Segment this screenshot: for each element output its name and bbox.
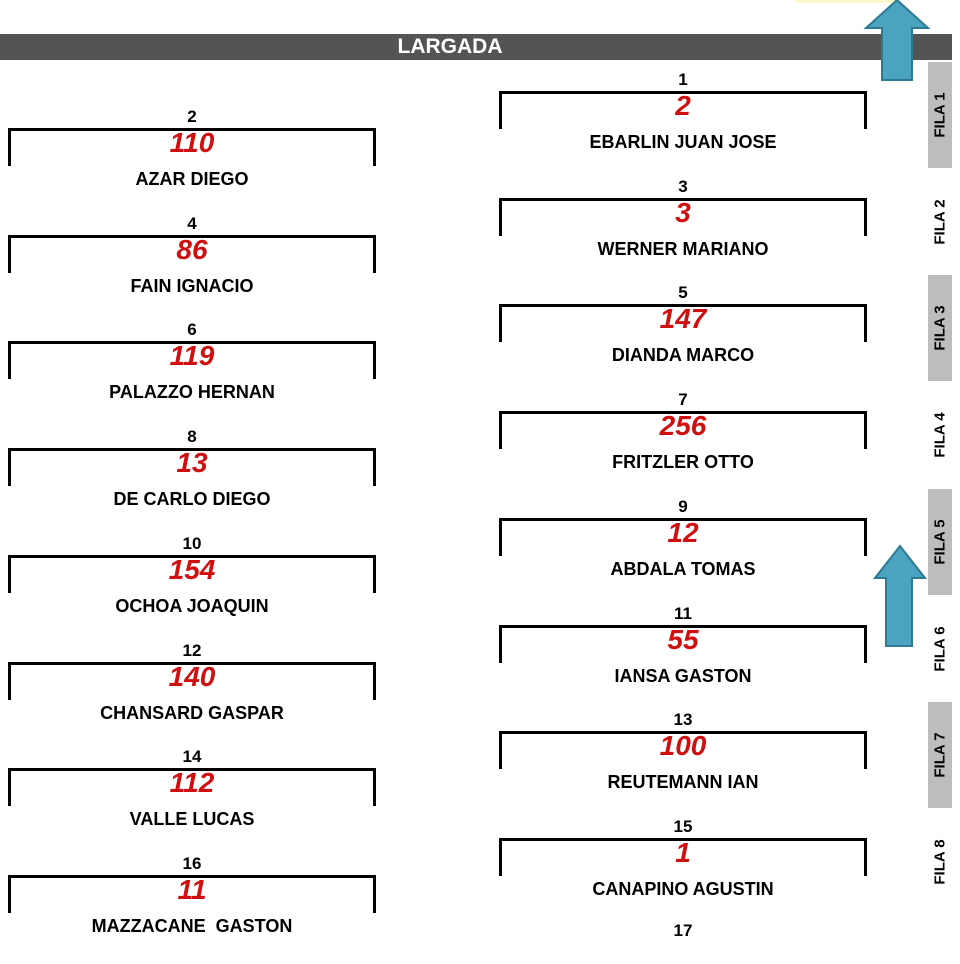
driver-name: IANSA GASTON: [614, 665, 752, 686]
grid-box: [8, 234, 376, 273]
row-label: FILA 4: [928, 382, 952, 488]
car-number: 112: [169, 767, 215, 799]
driver-name: MAZZACANE GASTON: [91, 915, 293, 936]
driver-name: WERNER MARIANO: [597, 238, 769, 259]
grid-box: [8, 768, 376, 807]
car-number: 147: [659, 303, 707, 335]
grid-box: [499, 304, 867, 343]
grid-position: 5: [678, 283, 688, 303]
start-header-bar: LARGADA: [0, 34, 952, 60]
row-label: FILA 5: [928, 488, 952, 595]
grid-position: 7: [678, 390, 688, 410]
start-title: LARGADA: [397, 35, 503, 58]
grid-position: 14: [182, 747, 202, 767]
grid-position: 11: [674, 603, 692, 623]
up-arrow-icon: [872, 544, 928, 647]
grid-box: [499, 837, 867, 876]
row-label: FILA 6: [928, 596, 952, 702]
grid-position: 13: [673, 710, 693, 730]
grid-position: 12: [182, 640, 202, 660]
grid-box: [499, 91, 867, 129]
car-number: 12: [667, 516, 699, 548]
grid-position: 4: [187, 213, 197, 233]
row-label-text: FILA 6: [931, 625, 949, 672]
grid-position: 8: [187, 427, 197, 447]
grid-box: [499, 624, 867, 663]
row-label-text: FILA 4: [931, 412, 949, 458]
driver-name: CANAPINO AGUSTIN: [592, 878, 774, 899]
car-number: 256: [659, 410, 707, 442]
car-number: 154: [168, 553, 216, 585]
car-number: 100: [659, 730, 707, 762]
driver-name: PALAZZO HERNAN: [109, 382, 275, 403]
row-label: FILA 3: [928, 275, 952, 382]
grid-box: [499, 411, 867, 450]
row-label-text: FILA 7: [931, 732, 949, 778]
row-label: FILA 2: [928, 169, 952, 275]
next-position: 17: [673, 921, 693, 940]
car-number: 86: [176, 233, 208, 265]
grid-box: [8, 554, 376, 593]
driver-name: VALLE LUCAS: [129, 809, 255, 830]
up-arrow-icon: [863, 0, 931, 81]
grid-position: 9: [678, 496, 688, 516]
car-number: 119: [169, 340, 215, 372]
grid-box: [499, 731, 867, 770]
driver-name: FRITZLER OTTO: [612, 452, 754, 473]
car-number: 2: [675, 90, 691, 121]
grid-position: 3: [678, 176, 688, 196]
grid-position: 10: [182, 533, 202, 553]
grid-box: [8, 448, 376, 487]
grid-box: [499, 517, 867, 556]
grid-position: 1: [678, 70, 688, 89]
driver-name: DIANDA MARCO: [611, 345, 755, 366]
row-label: FILA 7: [928, 702, 952, 809]
driver-name: FAIN IGNACIO: [130, 275, 254, 296]
row-label-text: FILA 2: [931, 199, 949, 245]
grid-position: 16: [182, 853, 202, 873]
row-label-text: FILA 8: [931, 839, 949, 885]
grid-box: [8, 128, 376, 166]
grid-position: 15: [673, 816, 693, 836]
row-label-text: FILA 3: [931, 305, 949, 352]
grid-box: [8, 341, 376, 380]
grid-box: [8, 874, 376, 913]
row-label-text: FILA 5: [931, 519, 949, 565]
driver-name: REUTEMANN IAN: [607, 772, 759, 793]
car-number: 110: [169, 127, 215, 158]
row-label: FILA 8: [928, 809, 952, 915]
grid-box: [8, 661, 376, 700]
car-number: 3: [675, 196, 691, 228]
car-number: 1: [675, 836, 691, 868]
row-label-text: FILA 1: [931, 92, 949, 138]
row-label: FILA 1: [928, 62, 952, 168]
driver-name: CHANSARD GASPAR: [100, 702, 284, 723]
car-number: 13: [176, 447, 208, 479]
car-number: 140: [168, 660, 216, 692]
grid-box: [499, 197, 867, 236]
driver-name: EBARLIN JUAN JOSE: [589, 132, 777, 152]
driver-name: AZAR DIEGO: [135, 169, 249, 189]
car-number: 55: [667, 623, 699, 655]
grid-position: 6: [187, 320, 197, 340]
car-number: 11: [177, 873, 207, 905]
driver-name: OCHOA JOAQUIN: [115, 595, 269, 616]
highlight-strip: [796, 0, 900, 3]
driver-name: DE CARLO DIEGO: [113, 489, 271, 510]
driver-name: ABDALA TOMAS: [610, 558, 756, 579]
grid-position: 2: [187, 107, 197, 126]
